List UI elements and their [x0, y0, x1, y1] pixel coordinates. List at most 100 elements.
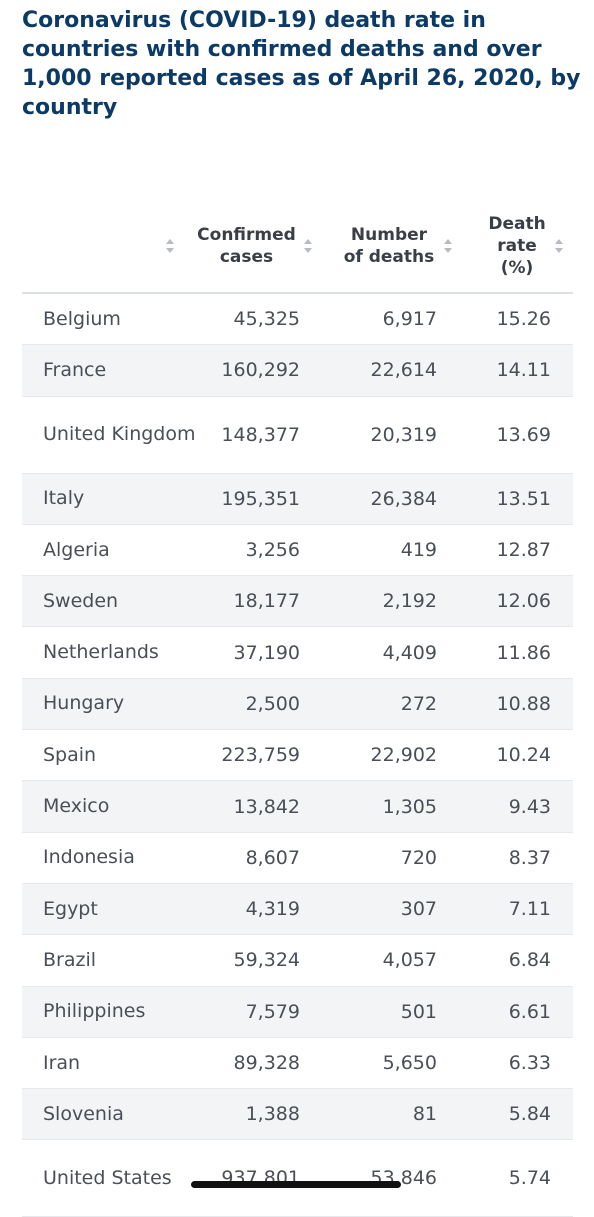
cases-cell: 3,256: [245, 539, 300, 562]
sort-arrows-icon[interactable]: [303, 238, 313, 254]
deaths-cell: 20,319: [370, 423, 437, 446]
cases-cell: 37,190: [233, 641, 300, 664]
table-row: Hungary 2,500 272 10.88: [22, 678, 573, 731]
country-cell: Hungary: [43, 692, 125, 715]
country-cell: Belgium: [43, 307, 121, 330]
table-row: Mexico 13,842 1,305 9.43: [22, 781, 573, 833]
country-cell: United States: [43, 1166, 172, 1189]
home-indicator[interactable]: [191, 1181, 401, 1188]
cases-cell: 13,842: [233, 795, 300, 818]
rate-cell: 13.69: [496, 423, 551, 446]
deaths-cell: 22,614: [370, 359, 437, 382]
deaths-cell: 1,305: [382, 795, 437, 818]
rate-cell: 10.24: [496, 744, 551, 767]
column-header-label: Confirmed cases: [197, 225, 296, 267]
table-row: United Kingdom 148,377 20,319 13.69: [22, 397, 573, 474]
cases-cell: 160,292: [221, 359, 300, 382]
table-row: Indonesia 8,607 720 8.37: [22, 833, 573, 884]
country-cell: Sweden: [43, 589, 119, 612]
deaths-cell: 5,650: [382, 1052, 437, 1074]
table-row: Italy 195,351 26,384 13.51: [22, 473, 573, 525]
table-row: Algeria 3,256 419 12.87: [22, 525, 573, 577]
rate-cell: 6.84: [508, 949, 551, 972]
column-header-deaths[interactable]: Number of deaths: [337, 200, 457, 292]
country-cell: Netherlands: [43, 641, 159, 664]
rate-cell: 5.74: [508, 1167, 551, 1190]
rate-cell: 11.86: [496, 641, 551, 664]
country-cell: Mexico: [43, 795, 110, 818]
deaths-cell: 272: [400, 692, 437, 715]
table-body: Belgium 45,325 6,917 15.26 France 160,292 22,6…: [22, 294, 573, 1217]
rate-cell: 12.06: [496, 590, 551, 613]
table-row: United States 937,801 53,846 5.74: [22, 1140, 573, 1217]
country-cell: Slovenia: [43, 1102, 124, 1125]
deaths-cell: 53,846: [370, 1167, 437, 1190]
deaths-cell: 81: [412, 1103, 437, 1126]
cases-cell: 2,500: [245, 692, 300, 715]
table-row: Slovenia 1,388 81 5.84: [22, 1089, 573, 1141]
cases-cell: 4,319: [245, 898, 300, 921]
deaths-cell: 307: [400, 898, 437, 921]
cases-cell: 148,377: [221, 423, 300, 446]
deaths-cell: 501: [400, 1000, 437, 1023]
country-cell: Iran: [43, 1051, 81, 1074]
deaths-cell: 4,409: [382, 641, 437, 664]
deaths-cell: 26,384: [370, 487, 437, 510]
cases-cell: 59,324: [233, 949, 300, 972]
cases-cell: 223,759: [221, 744, 300, 767]
table-row: Belgium 45,325 6,917 15.26: [22, 294, 573, 346]
rate-cell: 12.87: [496, 539, 551, 562]
country-cell: Brazil: [43, 948, 97, 971]
deaths-cell: 4,057: [382, 949, 437, 972]
rate-cell: 6.61: [508, 1000, 551, 1023]
cases-cell: 18,177: [233, 590, 300, 613]
deaths-cell: 6,917: [382, 308, 437, 331]
cases-cell: 195,351: [221, 487, 300, 510]
rate-cell: 15.26: [496, 308, 551, 331]
country-cell: France: [43, 358, 107, 381]
country-cell: Indonesia: [43, 846, 135, 869]
deaths-cell: 720: [400, 846, 437, 869]
cases-cell: 89,328: [233, 1052, 300, 1074]
cases-cell: 1,388: [245, 1103, 300, 1126]
table-row: Egypt 4,319 307 7.11: [22, 883, 573, 936]
column-header-cases[interactable]: Confirmed cases: [192, 200, 317, 292]
cases-cell: 45,325: [233, 308, 300, 331]
table-row: Iran 89,328 5,650 6.33: [22, 1038, 573, 1090]
table-row: France 160,292 22,614 14.11: [22, 345, 573, 397]
deaths-cell: 2,192: [382, 590, 437, 613]
sort-arrows-icon[interactable]: [165, 238, 175, 254]
rate-cell: 9.43: [508, 795, 551, 818]
country-cell: Spain: [43, 743, 97, 766]
cases-cell: 8,607: [245, 846, 300, 869]
rate-cell: 10.88: [496, 692, 551, 715]
country-cell: Philippines: [43, 1000, 146, 1023]
column-header-label: Death rate (%): [488, 214, 546, 278]
table-header: Confirmed cases Number of deaths Death r…: [22, 200, 573, 294]
rate-cell: 5.84: [508, 1103, 551, 1126]
rate-cell: 7.11: [508, 898, 551, 921]
rate-cell: 8.37: [508, 846, 551, 869]
deaths-cell: 419: [400, 539, 437, 562]
country-cell: Italy: [43, 487, 85, 510]
country-cell: Egypt: [43, 897, 98, 920]
cases-cell: 937,801: [221, 1167, 300, 1190]
column-header-label: Number of deaths: [343, 225, 435, 267]
table-row: Brazil 59,324 4,057 6.84: [22, 935, 573, 987]
data-table: Confirmed cases Number of deaths Death r…: [22, 200, 573, 1217]
table-row: Sweden 18,177 2,192 12.06: [22, 576, 573, 628]
column-header-rate[interactable]: Death rate (%): [477, 200, 573, 292]
country-cell: Algeria: [43, 538, 110, 561]
chart-title: Coronavirus (COVID-19) death rate in cou…: [22, 8, 581, 120]
sort-arrows-icon[interactable]: [554, 238, 564, 254]
column-header-country[interactable]: [22, 200, 197, 292]
sort-arrows-icon[interactable]: [443, 238, 453, 254]
rate-cell: 6.33: [508, 1052, 551, 1074]
cases-cell: 7,579: [245, 1000, 300, 1023]
deaths-cell: 22,902: [370, 744, 437, 767]
table-row: Netherlands 37,190 4,409 11.86: [22, 627, 573, 679]
table-row: Philippines 7,579 501 6.61: [22, 986, 573, 1038]
rate-cell: 13.51: [496, 487, 551, 510]
table-row: Spain 223,759 22,902 10.24: [22, 730, 573, 782]
rate-cell: 14.11: [496, 359, 551, 382]
